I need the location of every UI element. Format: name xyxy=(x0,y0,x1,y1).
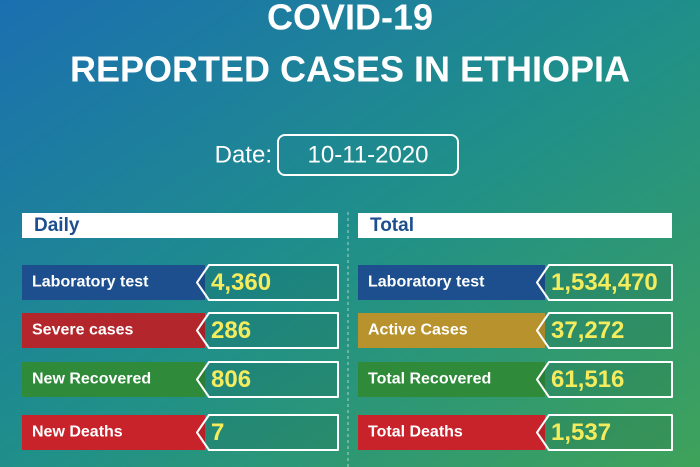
row-label-box xyxy=(22,415,205,450)
row-label: Total Recovered xyxy=(368,371,491,388)
row-label-box xyxy=(358,313,545,348)
row-label: New Deaths xyxy=(32,424,123,441)
row-label-box xyxy=(22,362,205,397)
row-value: 37,272 xyxy=(551,317,624,344)
row-value-box xyxy=(536,414,673,451)
row-value-box xyxy=(536,361,673,398)
row-label: Total Deaths xyxy=(368,424,463,441)
panel-header xyxy=(358,213,672,238)
date-label: Date: xyxy=(215,141,272,168)
date-box xyxy=(277,134,459,176)
row-label-box xyxy=(358,362,545,397)
row-label: Severe cases xyxy=(32,322,134,339)
row-label-box xyxy=(22,265,205,300)
row-value-box xyxy=(196,264,339,301)
row-value-box xyxy=(196,414,339,451)
row-value-box xyxy=(196,312,339,349)
title-line: REPORTED CASES IN ETHIOPIA xyxy=(70,49,630,90)
panel-header xyxy=(22,213,338,238)
row-value: 7 xyxy=(211,419,224,446)
row-label-box xyxy=(22,313,205,348)
row-value: 61,516 xyxy=(551,366,624,393)
row-value: 4,360 xyxy=(211,269,271,296)
row-value: 1,537 xyxy=(551,419,611,446)
row-value: 806 xyxy=(211,366,251,393)
row-value-box xyxy=(536,264,673,301)
panel-title: Total xyxy=(370,215,414,236)
date-value: 10-11-2020 xyxy=(308,141,429,168)
row-label: Laboratory test xyxy=(368,274,485,291)
row-label-box xyxy=(358,415,545,450)
row-label-box xyxy=(358,265,545,300)
row-label: Active Cases xyxy=(368,322,468,339)
panel-title: Daily xyxy=(34,215,80,236)
row-label: Laboratory test xyxy=(32,274,149,291)
row-value: 286 xyxy=(211,317,251,344)
title-line: COVID-19 xyxy=(267,0,433,38)
row-label: New Recovered xyxy=(32,371,151,388)
row-value-box xyxy=(196,361,339,398)
row-value-box xyxy=(536,312,673,349)
row-value: 1,534,470 xyxy=(551,269,658,296)
